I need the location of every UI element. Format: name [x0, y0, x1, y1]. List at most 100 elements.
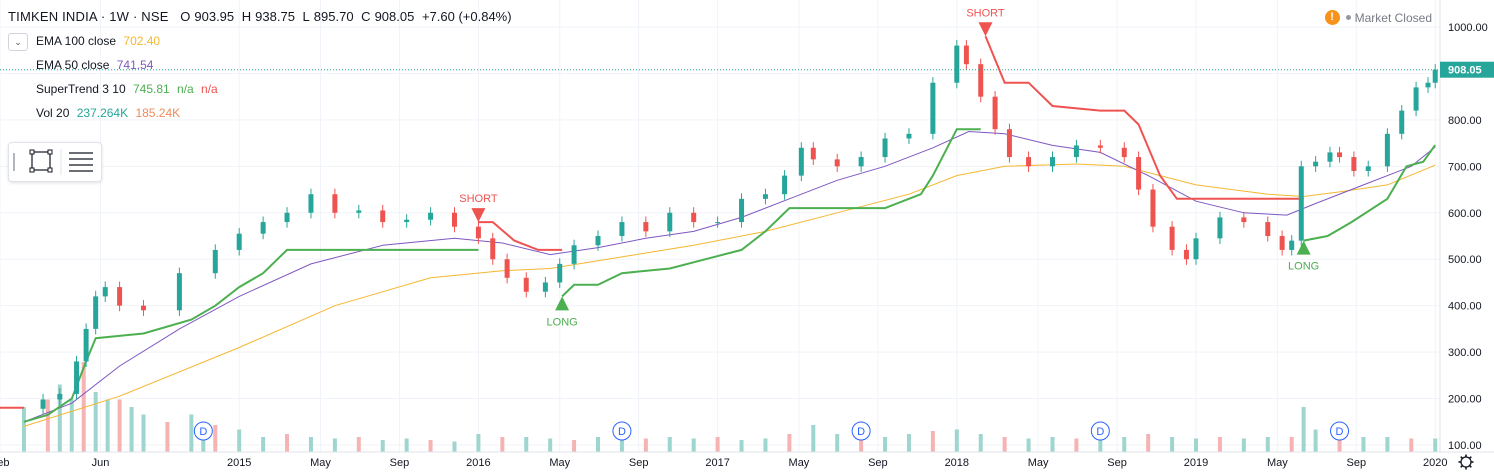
candle-body — [1432, 69, 1438, 83]
ema50-line — [23, 130, 1436, 423]
supertrend-legend[interactable]: SuperTrend 3 10 745.81 n/a n/a — [36, 82, 222, 96]
symbol-title: TIMKEN INDIA · 1W · NSE — [8, 9, 169, 24]
volume-bar — [811, 425, 816, 452]
candle-body — [236, 233, 242, 250]
long-signal-arrow — [555, 296, 570, 311]
close-value: 908.05 — [374, 9, 415, 24]
low-value: 895.70 — [313, 9, 354, 24]
volume-bar — [1098, 437, 1103, 452]
time-tick-label: 2017 — [705, 457, 729, 469]
collapse-legend-button[interactable]: ⌄ — [8, 33, 28, 51]
volume-bar — [1301, 407, 1306, 452]
volume-bar — [285, 434, 290, 452]
volume-bar — [930, 431, 935, 452]
candle-body — [906, 133, 912, 139]
warning-icon[interactable]: ! — [1324, 10, 1340, 25]
ema100-legend[interactable]: EMA 100 close 702.40 — [36, 34, 164, 48]
candle-body — [117, 287, 123, 306]
volume-bar — [1337, 434, 1342, 452]
chevron-down-icon: ⌄ — [14, 36, 22, 47]
volume-bar — [117, 399, 122, 452]
ema50-label: EMA 50 close — [36, 58, 110, 72]
candle-body — [557, 263, 563, 283]
candle-body — [992, 96, 998, 130]
volume-bar — [189, 414, 194, 452]
candle-body — [40, 399, 46, 409]
dividend-marker — [193, 421, 213, 441]
candle-body — [595, 236, 601, 246]
volume-bar — [763, 438, 768, 452]
volume-bar — [1289, 437, 1294, 452]
supertrend-up-line — [23, 128, 1437, 423]
candle-body — [1169, 226, 1175, 250]
volume-bar — [476, 434, 481, 452]
candle-body — [691, 212, 697, 223]
volume-bar — [404, 438, 409, 452]
price-tick-label: 1000.00 — [1448, 22, 1488, 34]
time-tick-label: 2015 — [227, 457, 251, 469]
market-status[interactable]: ! Market Closed — [1324, 10, 1432, 25]
dividend-marker-label: D — [618, 426, 626, 438]
volume-bar — [500, 437, 505, 452]
menu-lines-icon[interactable] — [69, 152, 93, 172]
volume-bar — [1433, 438, 1438, 452]
volume-bar — [356, 437, 361, 452]
open-label: O — [180, 9, 191, 24]
candle-body — [810, 147, 816, 160]
candle-body — [1425, 82, 1431, 88]
time-tick-label: Feb — [0, 457, 9, 469]
volume-bar — [93, 392, 98, 452]
short-signal-label: SHORT — [459, 193, 498, 205]
ema100-label: EMA 100 close — [36, 34, 117, 48]
volume-bar — [572, 440, 577, 452]
price-tick-label: 100.00 — [1448, 440, 1482, 452]
candle-body — [504, 259, 510, 278]
long-signal-label: LONG — [547, 316, 578, 328]
ema50-legend[interactable]: EMA 50 close 741.54 — [36, 58, 157, 72]
supertrend-down-line — [0, 35, 1304, 409]
candle-body — [1049, 157, 1055, 167]
volume-label: Vol 20 — [36, 106, 70, 120]
candle-body — [1413, 87, 1419, 111]
short-signal-arrow — [978, 22, 993, 37]
price-tick-label: 400.00 — [1448, 301, 1482, 313]
volume-bar — [261, 437, 266, 452]
price-axis-bg — [1440, 0, 1494, 474]
volume-legend[interactable]: Vol 20 237.264K 185.24K — [36, 106, 184, 120]
time-tick-label: Sep — [629, 457, 649, 469]
time-tick-label: 2018 — [945, 457, 969, 469]
drag-handle-icon[interactable] — [13, 153, 15, 171]
short-signal-label: SHORT — [966, 7, 1005, 19]
volume-bar — [619, 440, 624, 452]
candle-body — [57, 393, 63, 400]
volume-bar — [859, 437, 864, 452]
volume-bar — [739, 440, 744, 452]
candle-body — [1399, 110, 1405, 134]
candle-body — [284, 212, 290, 223]
candle-body — [1136, 157, 1142, 190]
rectangle-tool-icon[interactable] — [29, 149, 53, 173]
candle-body — [1193, 238, 1199, 260]
candle-body — [1026, 157, 1032, 167]
candle-body — [1365, 166, 1371, 171]
candle-body — [1289, 240, 1295, 250]
volume-bar — [332, 438, 337, 452]
time-tick-label: Sep — [868, 457, 888, 469]
candle-body — [1097, 145, 1103, 148]
time-tick-label: May — [1028, 457, 1049, 469]
change-value: +7.60 (+0.84%) — [421, 9, 512, 24]
time-tick-label: Jun — [92, 457, 110, 469]
status-dot-icon — [1345, 15, 1351, 20]
price-tick-label: 200.00 — [1448, 394, 1482, 406]
volume-bar — [1026, 438, 1031, 452]
volume-bar — [1385, 437, 1390, 452]
candle-body — [83, 328, 89, 362]
candle-body — [332, 194, 338, 213]
time-tick-label: Sep — [1107, 457, 1127, 469]
dividend-marker-label: D — [857, 426, 865, 438]
market-status-label: Market Closed — [1354, 10, 1432, 25]
candle-body — [1265, 222, 1271, 236]
long-signal-label: LONG — [1288, 261, 1319, 273]
settings-gear-icon[interactable] — [1458, 454, 1474, 470]
